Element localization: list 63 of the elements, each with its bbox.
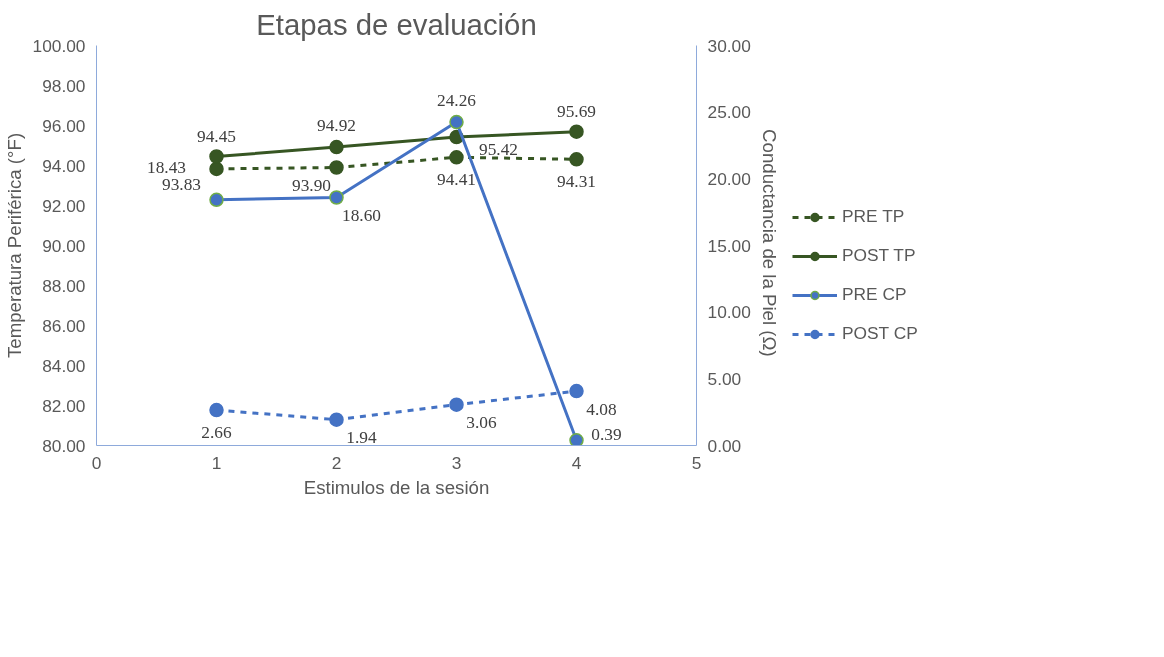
y2-tick-label: 15.00 — [707, 235, 751, 256]
x-tick-label: 3 — [451, 452, 462, 473]
data-label: 94.41 — [437, 169, 477, 189]
data-label: 1.94 — [346, 428, 377, 448]
point — [569, 433, 584, 446]
legend-label: POST CP — [842, 323, 918, 344]
point — [209, 402, 224, 418]
data-label: 0.39 — [591, 424, 622, 444]
point — [449, 114, 464, 130]
data-label: 93.90 — [292, 176, 332, 195]
data-label: 94.92 — [317, 115, 357, 135]
y2-tick-label: 30.00 — [707, 35, 751, 56]
legend-label: PRE CP — [842, 284, 907, 305]
y-tick-label: 92.00 — [42, 195, 86, 216]
x-tick-label: 1 — [211, 452, 222, 473]
data-label: 3.06 — [466, 413, 497, 433]
data-label: 18.60 — [342, 206, 382, 225]
point — [569, 152, 584, 167]
point — [569, 124, 584, 139]
data-label: 24.26 — [437, 90, 477, 110]
y2-tick-label: 20.00 — [707, 168, 751, 189]
point — [449, 397, 464, 412]
x-tick-label: 5 — [691, 452, 702, 473]
legend-label: PRE TP — [842, 206, 905, 227]
chart-title: Etapas de evaluación — [256, 7, 537, 41]
data-label: 95.42 — [479, 139, 519, 159]
y-tick-label: 86.00 — [42, 315, 86, 336]
data-label: 93.83 — [162, 175, 202, 195]
data-label: 4.08 — [586, 399, 617, 419]
point — [449, 150, 464, 165]
y-tick-label: 84.00 — [42, 355, 86, 376]
y2-tick-label: 25.00 — [707, 102, 751, 123]
y-axis-title: Temperatura Periférica (°F) — [3, 132, 25, 359]
y2-axis-title: Conductancia de la Piel (Ω) — [758, 129, 780, 357]
point — [209, 192, 224, 207]
data-label: 94.31 — [557, 171, 597, 191]
y-tick-label: 82.00 — [42, 395, 86, 416]
y2-tick-label: 0.00 — [707, 435, 742, 456]
y-tick-label: 100.00 — [32, 35, 86, 56]
point — [329, 190, 344, 205]
y-tick-label: 80.00 — [42, 435, 86, 456]
x-tick-label: 0 — [91, 452, 102, 473]
y2-tick-label: 5.00 — [707, 368, 742, 389]
data-label: 18.43 — [147, 158, 187, 178]
y-tick-label: 94.00 — [42, 155, 86, 176]
y-tick-label: 98.00 — [42, 75, 86, 96]
x-tick-label: 2 — [331, 452, 342, 473]
point — [569, 383, 584, 399]
point — [209, 149, 224, 164]
x-axis-title: Estimulos de la sesión — [303, 476, 490, 498]
data-label: 94.45 — [197, 127, 237, 146]
point — [329, 160, 344, 175]
point — [329, 412, 344, 427]
y-tick-label: 96.00 — [42, 115, 86, 136]
data-label: 2.66 — [201, 422, 232, 442]
y2-tick-label: 10.00 — [707, 302, 751, 323]
point — [209, 161, 224, 177]
y-tick-label: 90.00 — [42, 235, 86, 256]
x-tick-label: 4 — [571, 452, 582, 473]
legend-label: POST TP — [842, 245, 916, 266]
point — [329, 139, 344, 155]
data-label: 95.69 — [557, 102, 597, 122]
y-tick-label: 88.00 — [42, 275, 86, 296]
